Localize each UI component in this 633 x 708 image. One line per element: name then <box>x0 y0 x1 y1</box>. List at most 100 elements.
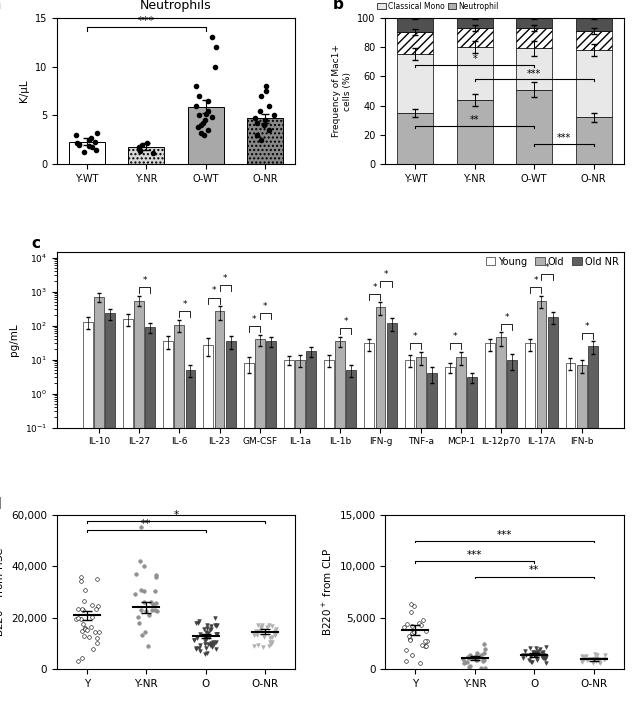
Point <box>529 646 539 657</box>
Bar <box>398 33 433 55</box>
Point <box>201 622 211 634</box>
Point <box>77 603 87 615</box>
Point <box>73 612 83 623</box>
Point <box>71 613 81 624</box>
Point <box>204 631 215 642</box>
Point <box>595 658 605 669</box>
Bar <box>457 100 492 164</box>
Text: *: * <box>142 276 147 285</box>
Point <box>193 617 203 629</box>
Point <box>534 648 544 659</box>
Point <box>191 642 201 653</box>
Point <box>84 140 94 152</box>
Point <box>588 653 598 664</box>
Point <box>538 646 548 658</box>
Point <box>200 115 210 126</box>
Point <box>80 622 91 634</box>
Point <box>600 649 610 661</box>
Point <box>404 634 415 645</box>
Point <box>264 100 274 111</box>
Bar <box>456 357 466 708</box>
Bar <box>576 18 611 31</box>
Bar <box>335 341 345 708</box>
Bar <box>398 55 433 113</box>
Point <box>82 624 92 636</box>
Bar <box>517 18 552 28</box>
Point <box>259 120 269 131</box>
Point <box>270 629 280 641</box>
Point <box>147 599 158 610</box>
Point <box>91 603 101 615</box>
Point <box>407 627 417 638</box>
Point <box>416 620 426 631</box>
Point <box>250 113 260 124</box>
Point <box>92 637 103 649</box>
Bar <box>565 363 575 708</box>
Point <box>581 650 591 661</box>
Point <box>479 639 489 650</box>
Point <box>577 654 587 666</box>
Point <box>409 600 419 611</box>
Point <box>92 632 103 644</box>
Point <box>211 628 222 639</box>
Point <box>80 623 91 634</box>
Point <box>206 638 216 649</box>
Bar <box>174 325 184 708</box>
Text: d: d <box>0 497 1 512</box>
Point <box>211 629 221 640</box>
Text: *: * <box>534 276 538 285</box>
Bar <box>146 327 155 708</box>
Point <box>211 643 222 654</box>
Point <box>191 100 201 111</box>
Point <box>599 653 610 664</box>
Point <box>471 651 481 662</box>
Point <box>531 643 541 654</box>
Point <box>205 639 215 651</box>
Bar <box>398 18 433 33</box>
Point <box>212 629 222 640</box>
Point <box>210 612 220 624</box>
Point <box>475 649 486 661</box>
Bar <box>548 317 558 708</box>
Text: b: b <box>333 0 344 12</box>
Bar <box>387 323 396 708</box>
Point <box>479 655 489 666</box>
Point <box>150 605 160 616</box>
Text: ***: *** <box>497 530 512 539</box>
Point <box>137 629 147 641</box>
Bar <box>537 300 546 708</box>
Point <box>199 130 210 141</box>
Point <box>77 652 87 663</box>
Point <box>211 620 221 632</box>
Bar <box>248 118 283 164</box>
Point <box>265 633 275 644</box>
Point <box>78 631 89 642</box>
Point <box>582 653 592 664</box>
Text: *: * <box>211 287 216 295</box>
Point <box>415 658 425 669</box>
Point <box>137 139 147 151</box>
Point <box>199 624 209 635</box>
Point <box>201 642 211 653</box>
Bar <box>128 147 164 164</box>
Point <box>92 127 102 139</box>
Point <box>203 95 213 106</box>
Point <box>76 571 86 583</box>
Point <box>420 626 430 637</box>
Point <box>72 130 82 141</box>
Point <box>134 141 144 152</box>
Point <box>533 646 543 657</box>
Point <box>93 600 103 612</box>
Point <box>589 654 599 666</box>
Point <box>577 656 587 668</box>
Point <box>196 127 206 139</box>
Point <box>151 598 161 609</box>
Bar <box>94 297 104 708</box>
Point <box>260 115 270 126</box>
Point <box>521 649 531 661</box>
Text: ***: *** <box>527 69 541 79</box>
Bar <box>517 89 552 164</box>
Bar <box>508 360 517 708</box>
Point <box>539 649 549 661</box>
Point <box>480 662 490 673</box>
